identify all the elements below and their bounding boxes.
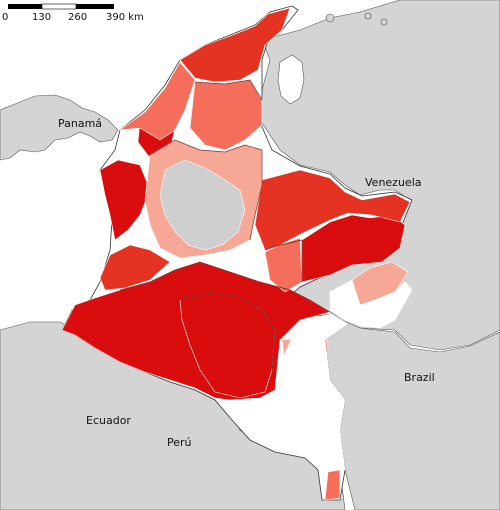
scale-bar-segment	[76, 4, 114, 9]
scale-tick-0: 0	[2, 12, 8, 23]
region-no-data	[234, 313, 349, 471]
department-boundaries	[119, 79, 331, 371]
region-dark-red	[99, 159, 151, 241]
scale-bar-segment	[41, 3, 77, 10]
label-peru: Perú	[167, 436, 192, 449]
label-venezuela: Venezuela	[365, 176, 422, 189]
scale-tick-390: 390 km	[106, 12, 144, 23]
island	[380, 18, 388, 26]
scale-bar: 0 130 260 390 km	[2, 3, 144, 23]
lake-maracaibo	[277, 54, 305, 105]
region-grey	[159, 159, 246, 251]
label-brazil: Brazil	[404, 371, 435, 384]
region-dark-red	[301, 214, 406, 283]
scale-tick-130: 130	[32, 12, 51, 23]
region-red	[99, 244, 171, 291]
region-light-red	[324, 469, 341, 501]
panama-land	[0, 94, 119, 161]
scale-tick-260: 260	[68, 12, 87, 23]
region-light-red	[118, 61, 196, 141]
colombia-regions	[61, 5, 413, 501]
island	[325, 13, 335, 23]
region-no-data	[329, 279, 413, 329]
label-ecuador: Ecuador	[86, 414, 131, 427]
island	[364, 12, 372, 20]
region-red	[179, 7, 291, 83]
scale-bar-segment	[8, 4, 42, 9]
label-panama: Panamá	[58, 117, 102, 130]
